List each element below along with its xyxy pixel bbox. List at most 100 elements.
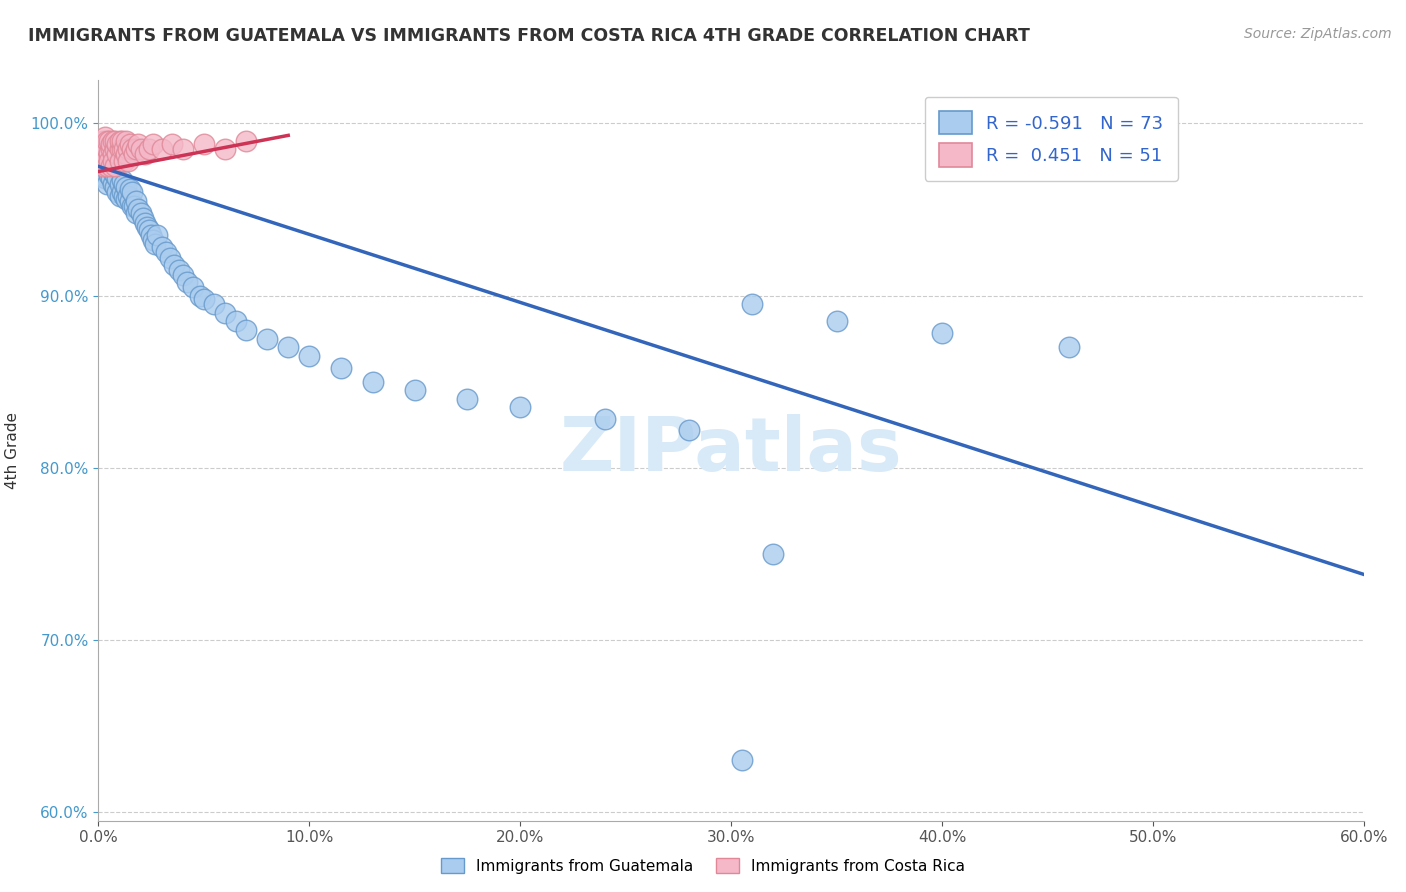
Point <box>124 199 146 213</box>
Point <box>361 375 384 389</box>
Point <box>678 423 700 437</box>
Point <box>204 297 226 311</box>
Point <box>163 258 186 272</box>
Point <box>117 188 139 202</box>
Point <box>91 134 114 148</box>
Point <box>98 134 121 148</box>
Point <box>93 130 117 145</box>
Point <box>90 136 112 151</box>
Point <box>193 136 215 151</box>
Point <box>98 168 121 182</box>
Point <box>225 314 247 328</box>
Point <box>142 234 165 248</box>
Point <box>762 547 785 561</box>
Point <box>125 142 148 156</box>
Point <box>172 268 194 282</box>
Point <box>150 142 173 156</box>
Y-axis label: 4th Grade: 4th Grade <box>4 412 20 489</box>
Point <box>138 142 160 156</box>
Point <box>103 147 125 161</box>
Point <box>120 194 141 208</box>
Point <box>96 134 118 148</box>
Point <box>159 251 181 265</box>
Point <box>141 228 163 243</box>
Point <box>162 136 183 151</box>
Point <box>111 185 132 199</box>
Point <box>96 177 118 191</box>
Point <box>93 154 117 169</box>
Point <box>103 154 125 169</box>
Point <box>214 306 236 320</box>
Point <box>108 177 131 191</box>
Point <box>404 383 426 397</box>
Point <box>90 160 112 174</box>
Point <box>509 401 531 415</box>
Point <box>90 151 112 165</box>
Point <box>93 142 117 156</box>
Point <box>124 147 146 161</box>
Point <box>115 192 138 206</box>
Point <box>235 134 257 148</box>
Point <box>150 240 173 254</box>
Point <box>142 136 165 151</box>
Point <box>132 211 155 225</box>
Point <box>111 134 132 148</box>
Point <box>115 147 138 161</box>
Point <box>103 164 125 178</box>
Point <box>593 412 616 426</box>
Point <box>100 142 122 156</box>
Point <box>193 292 215 306</box>
Point <box>98 154 121 169</box>
Point <box>298 349 321 363</box>
Point <box>134 216 156 230</box>
Point <box>100 136 122 151</box>
Point <box>120 182 141 196</box>
Point <box>128 136 150 151</box>
Point <box>108 154 131 169</box>
Point <box>104 168 127 182</box>
Point <box>91 160 114 174</box>
Point <box>104 160 127 174</box>
Point <box>277 340 299 354</box>
Point <box>117 154 139 169</box>
Point <box>98 145 121 160</box>
Point <box>214 142 236 156</box>
Point <box>136 219 159 234</box>
Point <box>125 206 148 220</box>
Point <box>129 142 152 156</box>
Point <box>93 171 117 186</box>
Point <box>121 199 143 213</box>
Point <box>125 194 148 208</box>
Point <box>825 314 848 328</box>
Point <box>330 360 353 375</box>
Point <box>172 142 194 156</box>
Point <box>103 177 125 191</box>
Point <box>111 173 132 187</box>
Point <box>121 185 143 199</box>
Point <box>115 134 138 148</box>
Point <box>108 134 131 148</box>
Point <box>103 134 125 148</box>
Point <box>129 206 152 220</box>
Point <box>931 326 953 341</box>
Legend: R = -0.591   N = 73, R =  0.451   N = 51: R = -0.591 N = 73, R = 0.451 N = 51 <box>925 96 1178 181</box>
Point <box>107 147 129 161</box>
Point <box>167 262 190 277</box>
Point <box>115 180 138 194</box>
Point <box>104 180 127 194</box>
Point <box>100 160 122 174</box>
Point <box>128 202 150 217</box>
Point <box>112 142 135 156</box>
Point <box>96 142 118 156</box>
Point <box>120 136 141 151</box>
Point <box>1057 340 1080 354</box>
Point <box>731 753 754 767</box>
Point <box>96 160 118 174</box>
Point <box>741 297 763 311</box>
Point <box>176 275 198 289</box>
Point <box>100 171 122 186</box>
Point <box>256 332 278 346</box>
Point <box>111 142 132 156</box>
Point <box>96 160 118 174</box>
Point <box>145 236 166 251</box>
